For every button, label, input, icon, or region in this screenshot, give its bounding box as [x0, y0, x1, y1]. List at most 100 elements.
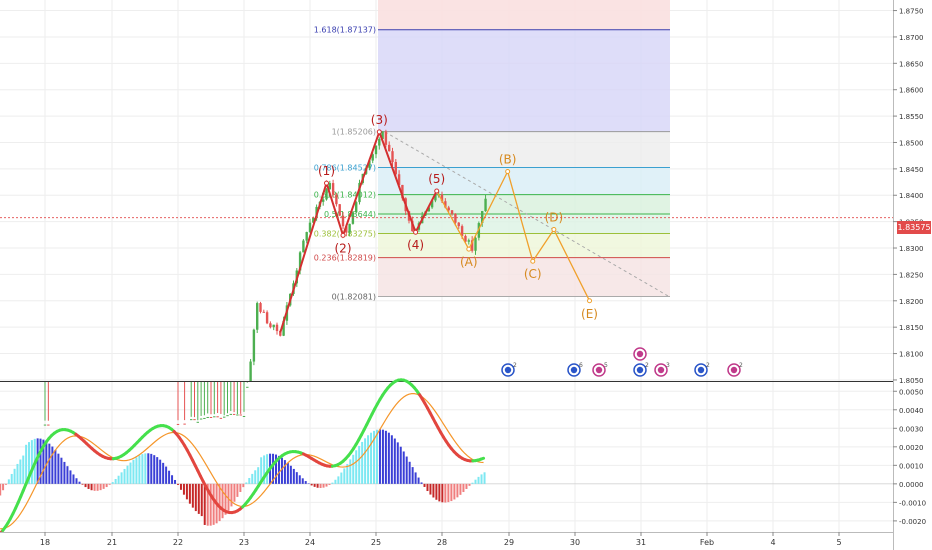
histogram-bar: [447, 483, 450, 503]
candle-body: [444, 201, 447, 208]
histogram-bar: [191, 483, 194, 508]
fib-zone-top: [378, 0, 670, 30]
candle-body: [341, 215, 345, 227]
histogram-bar: [304, 481, 307, 484]
histogram-bar: [465, 483, 468, 489]
histogram-bar: [117, 475, 120, 484]
corrective-wave-label: (C): [524, 267, 542, 281]
histogram-bar: [93, 483, 96, 491]
histogram-bar: [381, 429, 384, 484]
event-badge-count: 2: [645, 362, 649, 369]
histogram-bar: [307, 483, 310, 484]
histogram-bar: [209, 483, 212, 526]
candle-body: [275, 324, 279, 332]
histogram-bar: [251, 473, 254, 484]
fib-level-label: 1.618(1.87137): [314, 26, 376, 35]
fib-level-label: 0(1.82081): [332, 293, 376, 302]
histogram-bar: [301, 478, 304, 484]
time-tick-label: 5: [836, 538, 841, 547]
histogram-bar: [135, 457, 138, 484]
histogram-bar: [453, 483, 456, 500]
histogram-bar: [147, 453, 150, 484]
price-candles: [43, 129, 487, 426]
histogram-bar: [206, 483, 209, 526]
current-price-label: 1.83575: [897, 221, 931, 234]
candle-body: [427, 207, 430, 212]
candle-body: [397, 174, 401, 185]
candle-body: [183, 423, 186, 425]
price-tick-label: 1.8100: [899, 351, 924, 359]
fib-zone: [378, 29, 670, 132]
histogram-bar: [108, 483, 111, 485]
macd-line-segment: [479, 456, 486, 461]
candle-body: [242, 415, 246, 417]
histogram-bar: [337, 476, 340, 484]
histogram-bar: [239, 483, 242, 493]
candle-body: [447, 207, 450, 211]
histogram-bar: [275, 454, 278, 484]
histogram-bar: [75, 478, 78, 484]
candle-body: [239, 414, 242, 416]
histogram-bar: [355, 450, 358, 484]
candle-body: [252, 329, 256, 362]
candle-body: [305, 232, 308, 241]
histogram-bar: [280, 457, 283, 484]
event-badge-count: 3: [666, 362, 670, 369]
impulse-wave-point: [376, 129, 382, 135]
candle-body: [312, 217, 315, 223]
candle-body: [203, 417, 206, 419]
price-axis[interactable]: 1.8750 1.8700 1.8650 1.8600 1.8550 1.8500 1.84…: [893, 0, 932, 550]
histogram-bar: [177, 483, 179, 485]
impulse-wave-label: (3): [371, 113, 388, 127]
osc-tick-label: 0.0010: [899, 462, 924, 470]
candle-body: [470, 240, 474, 251]
histogram-bar: [10, 473, 13, 484]
histogram-bar: [396, 442, 399, 484]
candle-body: [388, 144, 391, 152]
histogram-bar: [51, 446, 54, 484]
histogram-bar: [313, 483, 316, 487]
histogram-bar: [188, 483, 191, 504]
price-tick-label: 1.8650: [899, 60, 924, 68]
fib-zone: [378, 233, 670, 258]
candle-body: [219, 417, 223, 419]
event-badges[interactable]: 2 6 5 2 3 2 2: [501, 347, 743, 377]
histogram-bar: [72, 474, 75, 484]
candle-body: [401, 184, 404, 199]
elliott-waves[interactable]: (1)(2)(3)(4)(5)(A)(B)(C)(D)(E): [0, 113, 893, 333]
histogram-bar: [84, 483, 87, 488]
corrective-wave-label: (E): [581, 307, 598, 321]
candle-body: [47, 424, 50, 426]
histogram-bar: [399, 446, 402, 484]
fib-level-label: 0.236(1.82819): [314, 254, 376, 263]
corrective-wave-line: [436, 169, 591, 302]
time-axis[interactable]: 18 21 22 23 24 25 28 29 30 31 Feb 4 5: [0, 532, 893, 550]
candle-body: [325, 189, 328, 200]
candle-body: [358, 182, 361, 203]
price-tick-label: 1.8550: [899, 113, 924, 121]
histogram-bar: [450, 483, 453, 502]
candle-body: [338, 204, 341, 216]
histogram-bar: [441, 483, 444, 503]
time-tick-label: 25: [371, 538, 381, 547]
histogram-bar: [48, 443, 51, 484]
oscillator-pane: [0, 378, 893, 535]
time-tick-label: 31: [636, 538, 646, 547]
histogram-bar: [182, 483, 185, 495]
candle-body: [355, 202, 358, 213]
candle-body: [282, 320, 285, 336]
impulse-wave-point: [434, 188, 440, 194]
histogram-bar: [19, 459, 22, 484]
histogram-bar: [87, 483, 90, 489]
histogram-bar: [60, 457, 63, 484]
histogram-bar: [426, 483, 429, 492]
histogram-bar: [212, 483, 215, 525]
histogram-bar: [78, 481, 81, 484]
histogram-bar: [57, 453, 60, 484]
price-tick-label: 1.8250: [899, 271, 924, 279]
histogram-bar: [138, 455, 141, 484]
price-tick-label: 1.8200: [899, 298, 924, 306]
event-badge-count: 5: [604, 362, 608, 369]
histogram-bar: [111, 482, 114, 484]
